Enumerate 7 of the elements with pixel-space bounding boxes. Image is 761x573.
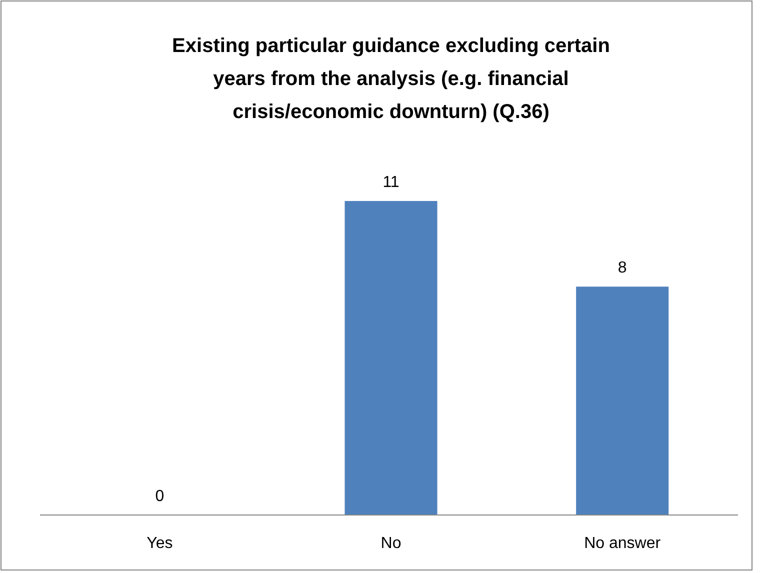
x-tick-label: No	[380, 535, 402, 552]
data-label: 8	[618, 260, 627, 277]
chart-title: Existing particular guidance excluding certain years from the analysis (e.g. financial crisis/economic downturn) (Q.36)	[172, 35, 610, 123]
x-tick-label: Yes	[146, 535, 173, 552]
x-tick-label: No answer	[584, 535, 662, 552]
data-label: 11	[382, 174, 400, 191]
data-label: 0	[155, 488, 164, 505]
